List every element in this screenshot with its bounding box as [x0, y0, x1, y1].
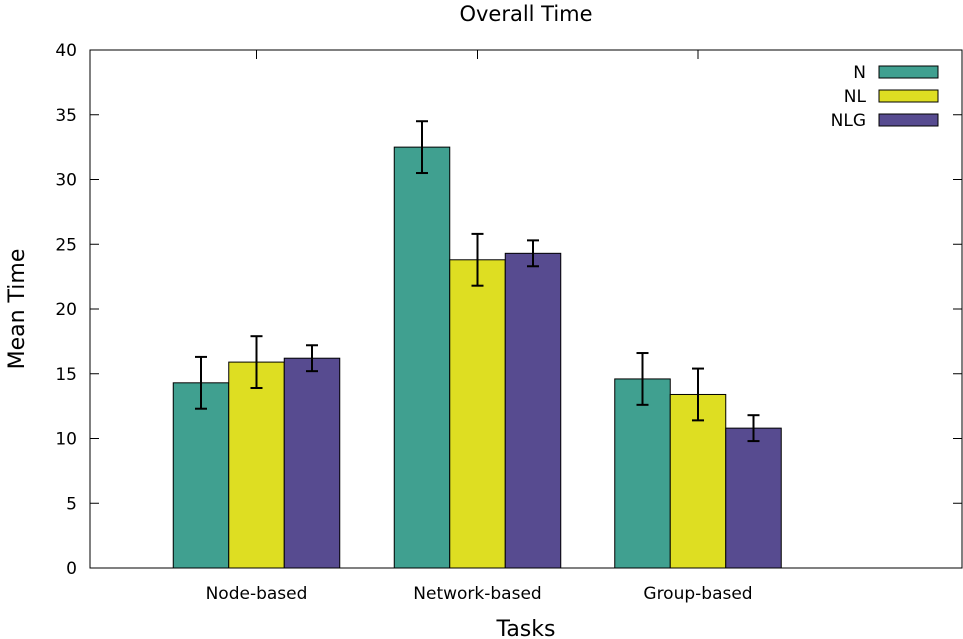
y-tick-label: 40 — [55, 41, 77, 61]
legend-label-n: N — [853, 63, 866, 83]
bar-nl-node-based — [228, 361, 285, 569]
y-tick-label: 25 — [55, 235, 77, 255]
y-tick-label: 5 — [66, 494, 77, 514]
x-axis-ticks: Node-based Network-based Group-based — [206, 50, 753, 604]
bar-nlg-network-based — [504, 252, 562, 569]
x-tick-label: Network-based — [413, 584, 541, 604]
y-tick-label: 30 — [55, 171, 77, 191]
x-tick-label: Group-based — [643, 584, 752, 604]
y-tick-label: 15 — [55, 365, 77, 385]
y-axis-title: Mean Time — [5, 249, 30, 370]
y-tick-label: 10 — [55, 430, 77, 450]
x-tick-label: Node-based — [206, 584, 308, 604]
bar-n-network-based — [393, 146, 451, 569]
bar-nlg-group-based — [725, 427, 782, 569]
plot-frame — [89, 49, 963, 569]
legend-label-nlg: NLG — [831, 111, 866, 131]
bar-nl-network-based — [449, 259, 506, 569]
x-axis-title: Tasks — [496, 617, 556, 639]
legend-swatch-nl — [878, 89, 939, 103]
chart-title: Overall Time — [459, 2, 592, 26]
error-bars — [195, 120, 760, 443]
legend-swatch-nlg — [878, 113, 939, 127]
y-axis-ticks: 0 5 10 15 20 25 30 35 40 — [55, 41, 962, 579]
bar-n-node-based — [172, 382, 230, 569]
y-tick-label: 0 — [66, 559, 77, 579]
bar-n-group-based — [614, 378, 671, 569]
legend-label-nl: NL — [844, 87, 867, 107]
y-tick-label: 20 — [55, 300, 77, 320]
y-tick-label: 35 — [55, 106, 77, 126]
bars — [172, 146, 782, 569]
bar-nlg-node-based — [283, 357, 341, 569]
legend-swatch-n — [878, 65, 939, 79]
legend: N NL NLG — [831, 63, 939, 131]
